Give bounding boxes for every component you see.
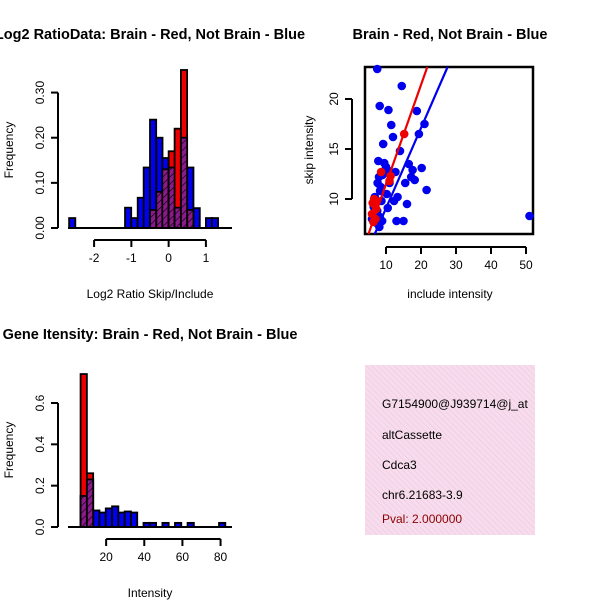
bar-not-brain: [117, 511, 126, 528]
ratio-histogram-title: Log2 RatioData: Brain - Red, Not Brain -…: [0, 27, 305, 43]
fit-line-brain: [367, 66, 429, 235]
bar-not-brain: [124, 206, 133, 229]
scatter-frame: [363, 65, 535, 236]
bar-not-brain: [142, 166, 151, 229]
intensity-scatter-ylabel: skip intensity: [302, 116, 316, 185]
x-tick-label: 50: [519, 258, 533, 272]
bar-overlap-hatch: [150, 209, 157, 228]
point-not-brain: [525, 211, 534, 221]
point-not-brain: [386, 120, 396, 130]
x-tick-label: 0: [165, 251, 172, 265]
info-location: chr6.21683-3.9: [382, 488, 463, 502]
bar-not-brain: [92, 509, 101, 528]
point-not-brain: [397, 81, 407, 91]
y-tick-label: 0.00: [33, 216, 47, 240]
intensity-scatter-title: Brain - Red, Not Brain - Blue: [353, 27, 548, 43]
bar-not-brain: [130, 511, 139, 528]
y-tick-label: 0.10: [33, 171, 47, 195]
scatter-points: [367, 64, 534, 232]
point-brain: [376, 167, 386, 177]
fit-line-not-brain: [373, 66, 449, 235]
point-not-brain: [376, 182, 386, 192]
gene-intensity-histogram-panel: Gene Itensity: Brain - Red, Not Brain - …: [2, 327, 297, 600]
intensity-scatter-xlabel: include intensity: [407, 287, 492, 301]
bar-not-brain: [98, 511, 107, 528]
ratio-histogram-panel: Log2 RatioData: Brain - Red, Not Brain -…: [0, 27, 305, 301]
y-tick-label: 0.30: [33, 81, 47, 105]
point-not-brain: [417, 163, 427, 173]
y-tick-label: 15: [327, 142, 341, 156]
point-not-brain: [393, 192, 402, 202]
bar-overlap-hatch: [174, 207, 181, 228]
bar-not-brain: [192, 207, 201, 229]
y-tick-label: 0.6: [33, 394, 47, 411]
bar-not-brain: [210, 217, 219, 229]
gene-intensity-ylabel: Frequency: [2, 422, 16, 479]
point-not-brain: [402, 199, 412, 209]
y-tick-label: 0.4: [33, 436, 47, 453]
bar-overlap-hatch: [168, 167, 175, 228]
x-tick-label: 30: [449, 258, 463, 272]
bar-overlap-hatch: [80, 496, 87, 527]
bar-not-brain: [68, 217, 77, 229]
intensity-scatter-panel: Brain - Red, Not Brain - Blue 10 20 30 40 50…: [302, 27, 547, 301]
bar-overlap-hatch: [162, 169, 169, 228]
point-not-brain: [399, 216, 408, 226]
point-not-brain: [412, 106, 422, 116]
point-not-brain: [382, 189, 392, 199]
point-not-brain: [372, 64, 382, 74]
info-event-type: altCassette: [382, 428, 442, 442]
bar-not-brain: [111, 505, 120, 528]
y-tick-label: 10: [327, 192, 341, 206]
point-not-brain: [400, 178, 410, 188]
point-not-brain: [375, 101, 385, 111]
x-tick-label: 80: [214, 550, 228, 564]
info-probe-id: G7154900@J939714@j_at: [382, 397, 528, 411]
x-tick-label: -1: [126, 251, 137, 265]
ratio-histogram-ylabel: Frequency: [2, 122, 16, 179]
bar-not-brain: [104, 507, 113, 528]
x-tick-label: 40: [138, 550, 152, 564]
point-not-brain: [384, 105, 393, 115]
bar-overlap-hatch: [86, 479, 94, 527]
point-not-brain: [408, 165, 417, 175]
info-box-background: [365, 365, 535, 535]
x-tick-label: 40: [484, 258, 498, 272]
bar-not-brain: [123, 510, 132, 528]
x-tick-label: 20: [414, 258, 428, 272]
x-tick-label: 10: [379, 258, 393, 272]
point-not-brain: [422, 185, 431, 195]
info-pvalue: Pval: 2.000000: [382, 512, 462, 526]
point-not-brain: [388, 132, 398, 142]
x-tick-label: 1: [203, 251, 210, 265]
x-tick-label: 60: [176, 550, 190, 564]
bar-overlap-hatch: [180, 137, 188, 228]
gene-intensity-title: Gene Itensity: Brain - Red, Not Brain - …: [3, 327, 298, 343]
gene-intensity-xlabel: Intensity: [128, 586, 173, 600]
bar-overlap-hatch: [187, 209, 194, 228]
bar-overlap-hatch: [156, 191, 163, 228]
x-tick-label: -2: [89, 251, 100, 265]
point-not-brain: [378, 139, 388, 149]
info-gene-symbol: Cdca3: [382, 458, 417, 472]
y-tick-label: 0.0: [33, 518, 47, 535]
ratio-histogram-xlabel: Log2 Ratio Skip/Include: [87, 287, 214, 301]
x-tick-label: 20: [99, 550, 113, 564]
y-tick-label: 20: [327, 92, 341, 106]
point-not-brain: [392, 216, 401, 226]
bar-not-brain: [130, 217, 139, 229]
y-tick-label: 0.2: [33, 477, 47, 494]
info-panel: G7154900@J939714@j_at altCassette Cdca3 …: [365, 365, 535, 535]
y-tick-label: 0.20: [33, 126, 47, 150]
point-not-brain: [410, 175, 420, 185]
